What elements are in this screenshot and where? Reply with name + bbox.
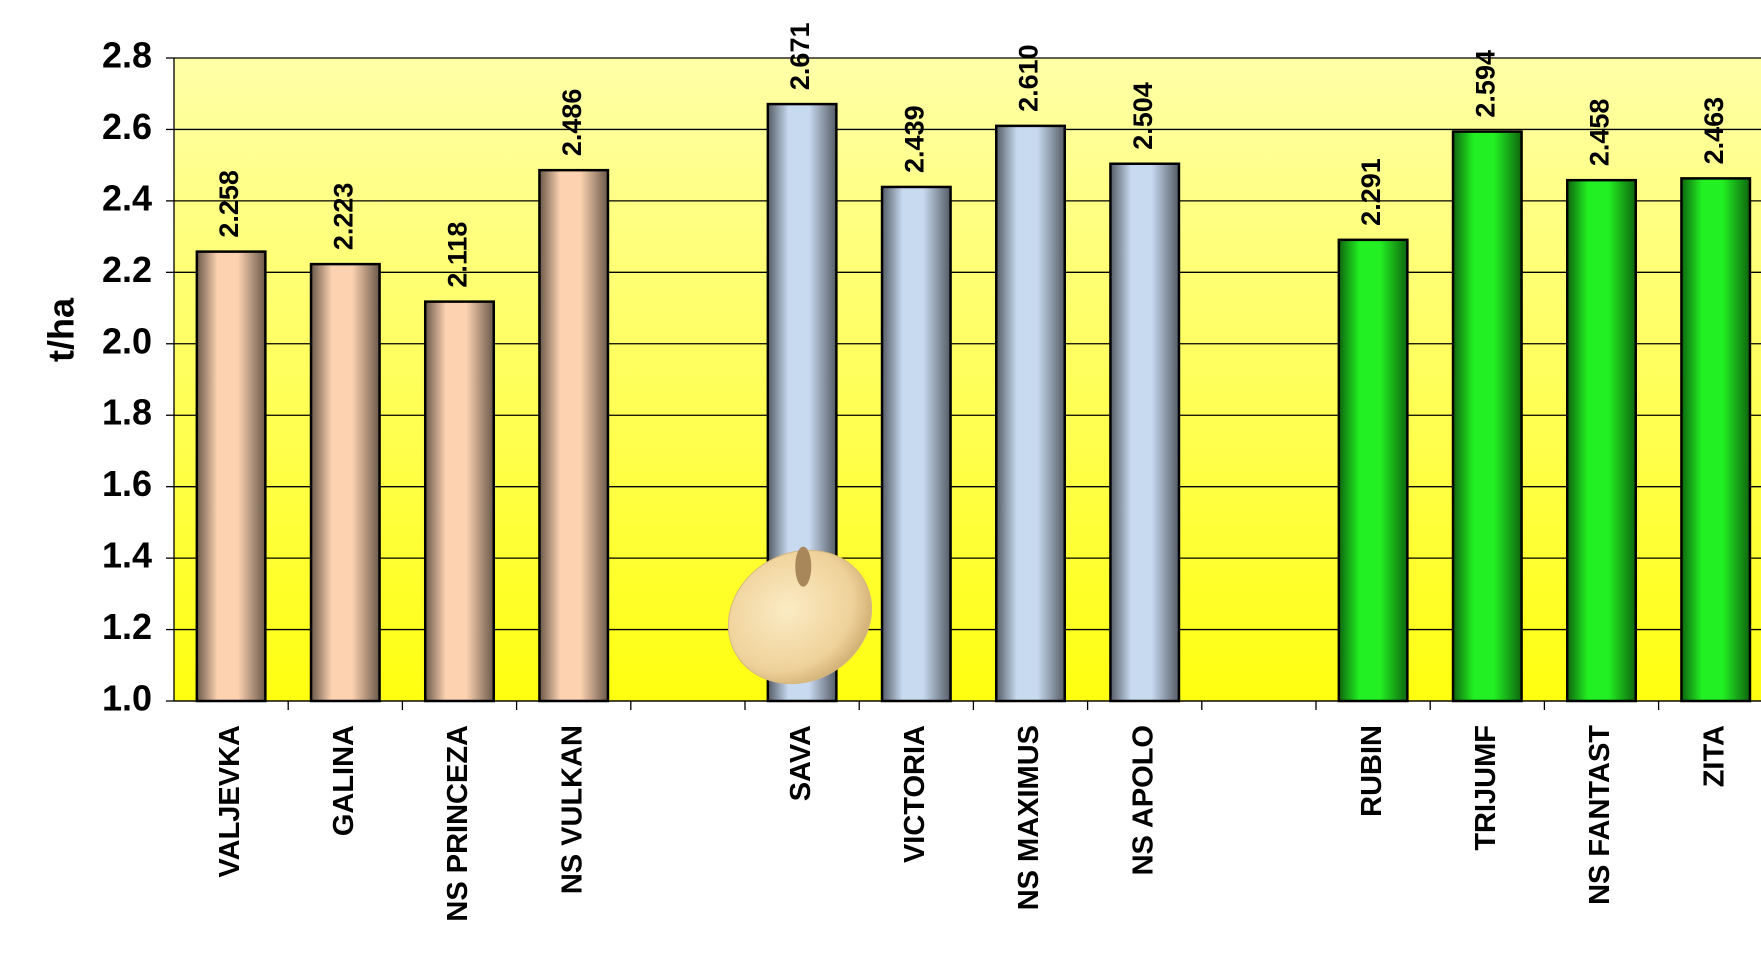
- value-label: 2.671: [785, 23, 815, 91]
- bar: [994, 124, 1067, 703]
- soybean-hilum: [795, 546, 812, 587]
- bar: [1680, 177, 1752, 703]
- x-tick-label: NS APOLO: [1127, 725, 1159, 875]
- value-label: 2.594: [1470, 50, 1500, 118]
- bar: [1451, 130, 1523, 703]
- value-label: 2.610: [1014, 44, 1044, 112]
- value-label: 2.118: [443, 222, 473, 288]
- value-label: 2.291: [1356, 158, 1386, 226]
- value-label: 2.258: [214, 170, 244, 238]
- value-label: 2.504: [1128, 82, 1158, 150]
- soybean-decoration: [727, 546, 873, 685]
- bar: [309, 262, 381, 703]
- value-label: 2.439: [899, 105, 929, 173]
- plot-area: [174, 58, 1761, 701]
- y-tick-label: 1.4: [102, 535, 152, 576]
- value-label: 2.223: [328, 183, 358, 251]
- bar: [423, 300, 496, 703]
- bar: [538, 168, 610, 703]
- y-tick-label: 2.8: [102, 35, 152, 76]
- bar: [880, 185, 952, 703]
- bar: [1109, 162, 1181, 703]
- y-tick-label: 1.6: [102, 463, 152, 504]
- y-tick-label: 2.4: [102, 177, 152, 218]
- x-tick-label: GALINA: [328, 725, 360, 836]
- value-label: 2.458: [1585, 99, 1615, 167]
- x-tick-label: NS PRINCEZA: [442, 725, 474, 922]
- x-tick-label: SAVA: [785, 725, 817, 801]
- x-tick-label: VALJEVKA: [214, 725, 246, 878]
- x-tick-label: RUBIN: [1356, 725, 1388, 817]
- x-tick-label: NS MAXIMUS: [1013, 725, 1045, 910]
- y-tick-label: 1.8: [102, 392, 152, 433]
- x-tick-label: NS FANTAST: [1584, 725, 1616, 905]
- y-tick-label: 2.6: [102, 106, 152, 147]
- y-tick-label: 2.0: [102, 320, 152, 361]
- x-tick-label: ZITA: [1698, 725, 1730, 787]
- bar: [1565, 178, 1638, 703]
- value-label: 2.486: [557, 89, 587, 157]
- y-axis-title: t/ha: [41, 297, 82, 362]
- x-tick-label: TRIJUMF: [1470, 725, 1502, 851]
- value-label: 2.463: [1699, 97, 1729, 165]
- bar: [195, 250, 267, 703]
- x-tick-label: NS VULKAN: [556, 725, 588, 894]
- soybean: [727, 549, 873, 685]
- bar: [1337, 238, 1409, 703]
- y-tick-label: 1.2: [102, 606, 152, 647]
- x-tick-label: VICTORIA: [899, 725, 931, 863]
- y-tick-label: 2.2: [102, 249, 152, 290]
- y-tick-label: 1.0: [102, 678, 152, 719]
